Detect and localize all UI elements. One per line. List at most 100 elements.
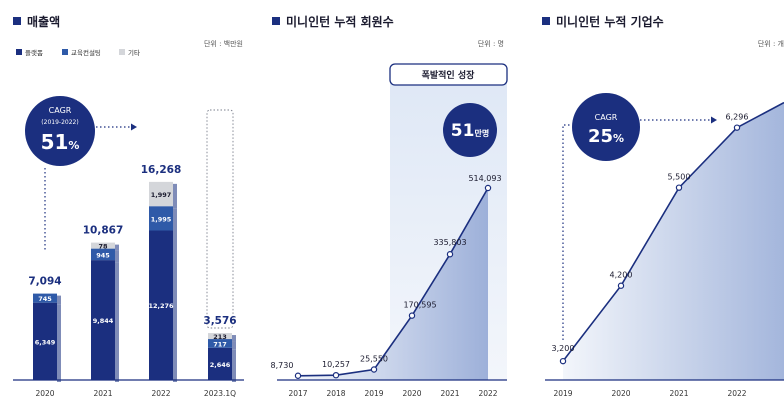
x-tick-label: 2023.1Q	[204, 389, 236, 398]
bar-side-shadow	[173, 208, 177, 233]
panel3-unit: 단위 : 개	[758, 39, 784, 48]
bar-segment-교육컨설팅	[208, 339, 232, 348]
bar-segment-label: 78	[98, 243, 108, 251]
cagr-label-companies: CAGR	[595, 113, 618, 122]
companies-value-label: 5,500	[668, 173, 691, 182]
members-line	[297, 187, 489, 377]
cagr-period-revenue: (2019-2022)	[41, 119, 78, 126]
bar-side-shadow	[232, 341, 236, 350]
bar-segment-label: 945	[96, 251, 110, 259]
members-area-fill	[298, 188, 488, 380]
panel2-unit: 단위 : 명	[478, 39, 504, 48]
x-tick-label: 2020	[611, 389, 630, 398]
members-value-label: 10,257	[322, 360, 350, 369]
bar-segment-label: 745	[38, 295, 52, 303]
x-tick-label: 2022	[151, 389, 170, 398]
panel3-title-marker	[542, 17, 550, 25]
bar-side-shadow	[57, 304, 61, 382]
x-tick-label: 2020	[35, 389, 54, 398]
bar-segment-플랫폼	[208, 347, 232, 380]
companies-point	[675, 184, 683, 191]
bar-side-shadow	[173, 232, 177, 382]
bar-segment-label: 9,844	[93, 317, 114, 325]
x-tick-label: 2019	[364, 389, 383, 398]
bar-segment-label: 717	[213, 340, 227, 348]
panel2-title: 미니인턴 누적 회원수	[286, 14, 394, 29]
bar-segment-교육컨설팅	[91, 248, 115, 261]
bar-segment-label: 6,349	[35, 338, 56, 346]
bar-segment-label: 1,995	[151, 215, 172, 223]
x-tick-label: 2017	[288, 389, 307, 398]
members-point	[294, 372, 302, 379]
legend-label-consulting: 교육컨설팅	[71, 48, 101, 57]
cagr-arrowhead-companies	[711, 116, 717, 124]
x-tick-label: 2021	[669, 389, 688, 398]
companies-point	[617, 282, 625, 289]
x-tick-label: 2021	[93, 389, 112, 398]
legend-swatch-platform	[16, 49, 22, 55]
quarter-dotted-outline	[206, 109, 234, 329]
bar-segment-label: 213	[213, 333, 227, 341]
growth-callout-box	[389, 63, 508, 86]
cagr-value-revenue: 51%	[41, 130, 80, 154]
bar-segment-label: 12,276	[148, 302, 174, 310]
bar-segment-기타	[91, 242, 115, 249]
members-point	[332, 371, 340, 379]
panel1-title: 매출액	[27, 14, 60, 29]
cagr-label-revenue: CAGR	[49, 106, 72, 115]
bar-side-shadow	[115, 244, 119, 251]
bar-segment-교육컨설팅	[33, 293, 57, 303]
cagr-badge-revenue	[25, 96, 95, 166]
bar-segment-기타	[149, 181, 173, 207]
panel2-title-marker	[272, 17, 280, 25]
bar-side-shadow	[173, 183, 177, 209]
cagr-badge-companies	[572, 93, 640, 161]
companies-value-label: 6,296	[726, 113, 749, 122]
companies-point	[559, 357, 567, 365]
bar-side-shadow	[232, 335, 236, 342]
bar-segment-label: 1,997	[151, 191, 172, 199]
bar-total-label: 10,867	[83, 225, 124, 237]
companies-value-label: 4,200	[610, 271, 633, 280]
companies-point	[733, 124, 741, 131]
x-tick-label: 2020	[402, 389, 421, 398]
members-point	[408, 312, 416, 319]
bar-side-shadow	[115, 250, 119, 263]
x-tick-label: 2022	[478, 389, 497, 398]
members-point	[370, 366, 378, 373]
growth-callout-label: 폭발적인 성장	[422, 69, 476, 81]
x-tick-label: 2018	[326, 389, 345, 398]
bar-segment-교육컨설팅	[149, 206, 173, 231]
legend-label-platform: 플랫폼	[25, 48, 43, 57]
panel1-title-marker	[13, 17, 21, 25]
members-badge-value: 51만명	[451, 121, 489, 141]
legend-label-other: 기타	[128, 48, 140, 57]
x-tick-label: 2022	[727, 389, 746, 398]
members-area-chart: 8,730 2017 10,257 2018 25,550 2019 170,595 2020…	[271, 174, 502, 398]
panel3-title: 미니인턴 누적 기업수	[556, 14, 664, 29]
companies-area-chart: 3,200 2019 4,200 2020 5,500 2021 6,296 2022	[552, 101, 784, 398]
bar-segment-플랫폼	[33, 302, 57, 380]
members-value-label: 170,595	[403, 301, 436, 310]
bar-segment-플랫폼	[149, 230, 173, 380]
cagr-value-companies: 25%	[588, 126, 624, 147]
bar-total-label: 7,094	[28, 276, 61, 288]
x-tick-label: 2021	[440, 389, 459, 398]
cagr-dotted-connector-companies	[562, 124, 572, 340]
companies-value-label: 3,200	[552, 344, 575, 353]
bar-total-label: 3,576	[203, 315, 236, 327]
bar-side-shadow	[115, 262, 119, 382]
bar-segment-기타	[208, 333, 232, 340]
members-value-label: 335,803	[433, 238, 466, 247]
cagr-arrowhead-revenue	[131, 123, 137, 131]
members-value-label: 25,550	[360, 355, 388, 364]
members-point	[484, 184, 492, 192]
members-badge	[443, 103, 497, 157]
legend-swatch-consulting	[62, 49, 68, 55]
x-tick-label: 2019	[553, 389, 572, 398]
panel1-unit: 단위 : 백만원	[204, 39, 243, 48]
bar-segment-label: 2,646	[210, 361, 231, 369]
bar-total-label: 16,268	[141, 164, 182, 176]
